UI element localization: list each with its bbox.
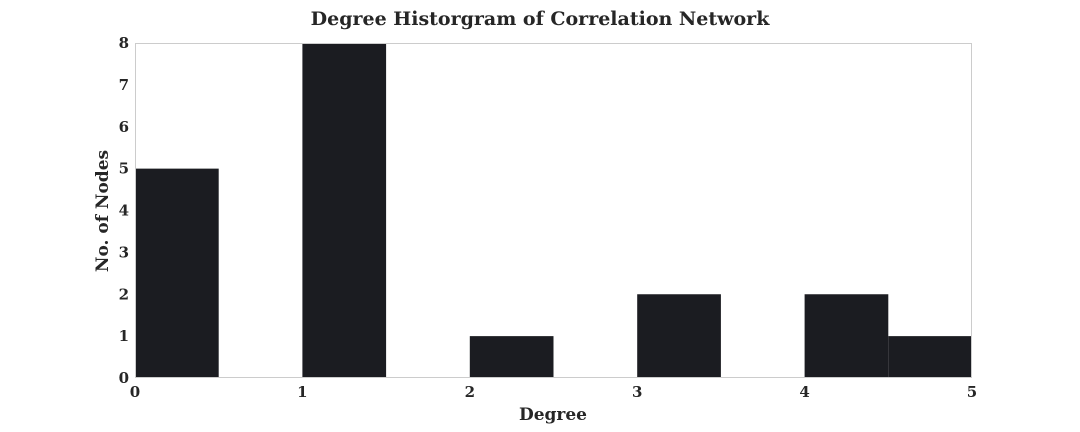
x-tick-label: 5 [967,383,977,401]
x-tick-label: 1 [297,383,307,401]
y-tick-label: 7 [119,76,129,94]
histogram-bar-4 [469,336,554,378]
y-tick-label: 0 [119,369,129,387]
y-tick-label: 8 [119,34,129,52]
histogram-bar-8 [804,294,889,378]
y-tick-label: 2 [119,285,129,303]
x-tick-label: 3 [632,383,642,401]
histogram-bar-6 [637,294,721,378]
y-axis-ticks: 0 1 2 3 4 5 6 7 8 [119,34,129,387]
y-tick-label: 5 [119,160,129,178]
histogram-bar-0 [135,168,219,378]
y-tick-label: 4 [119,202,129,220]
y-tick-label: 6 [119,118,129,136]
x-tick-label: 4 [799,383,809,401]
plot-frame [135,43,972,378]
histogram-bar-9 [888,336,972,378]
y-tick-label: 3 [119,243,129,261]
histogram-bar-2 [302,43,387,378]
chart-title: Degree Historgram of Correlation Network [311,8,771,30]
x-axis-ticks: 0 1 2 3 4 5 [130,383,977,401]
y-tick-label: 1 [119,327,129,345]
x-axis-label: Degree [519,405,587,425]
y-axis-label: No. of Nodes [93,150,113,272]
x-tick-label: 2 [465,383,475,401]
x-tick-label: 0 [130,383,140,401]
bars-group [135,43,972,378]
